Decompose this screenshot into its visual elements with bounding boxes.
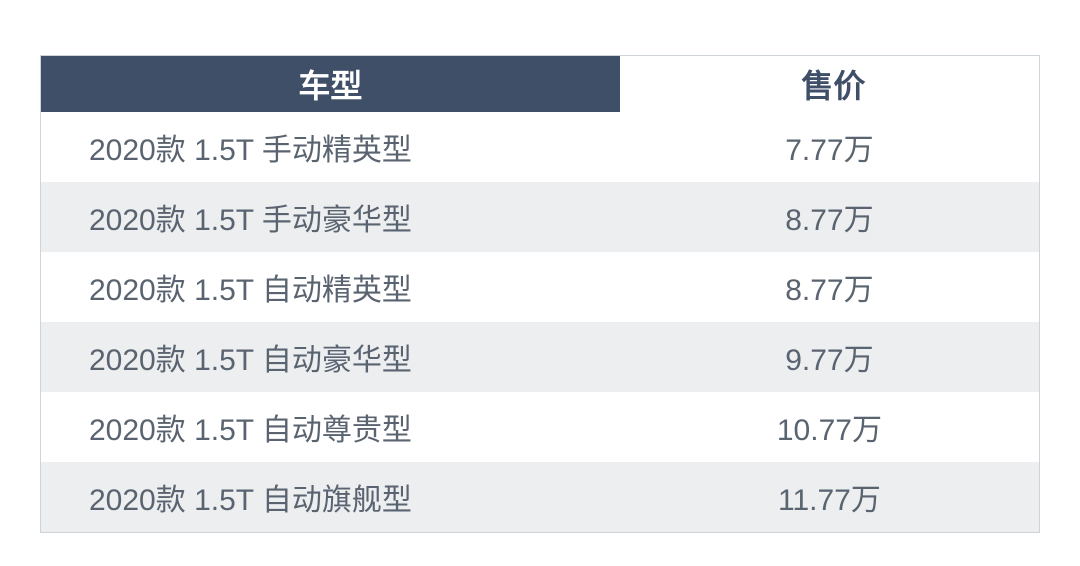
table-row: 2020款 1.5T 手动豪华型 8.77万 — [41, 182, 1039, 252]
table-row: 2020款 1.5T 手动精英型 7.77万 — [41, 112, 1039, 182]
cell-price: 7.77万 — [620, 112, 1039, 182]
cell-model: 2020款 1.5T 手动精英型 — [41, 112, 620, 182]
cell-model: 2020款 1.5T 自动尊贵型 — [41, 392, 620, 462]
cell-price: 11.77万 — [620, 462, 1039, 532]
table-row: 2020款 1.5T 自动豪华型 9.77万 — [41, 322, 1039, 392]
cell-price: 9.77万 — [620, 322, 1039, 392]
price-table: 车型 售价 2020款 1.5T 手动精英型 7.77万 2020款 1.5T … — [40, 55, 1040, 533]
cell-price: 10.77万 — [620, 392, 1039, 462]
table-row: 2020款 1.5T 自动精英型 8.77万 — [41, 252, 1039, 322]
cell-model: 2020款 1.5T 自动旗舰型 — [41, 462, 620, 532]
table-row: 2020款 1.5T 自动旗舰型 11.77万 — [41, 462, 1039, 532]
cell-model: 2020款 1.5T 自动精英型 — [41, 252, 620, 322]
cell-model: 2020款 1.5T 自动豪华型 — [41, 322, 620, 392]
cell-price: 8.77万 — [620, 182, 1039, 252]
table-header-row: 车型 售价 — [41, 56, 1039, 112]
header-model: 车型 — [41, 56, 620, 112]
header-price: 售价 — [628, 56, 1039, 112]
cell-price: 8.77万 — [620, 252, 1039, 322]
table-row: 2020款 1.5T 自动尊贵型 10.77万 — [41, 392, 1039, 462]
cell-model: 2020款 1.5T 手动豪华型 — [41, 182, 620, 252]
